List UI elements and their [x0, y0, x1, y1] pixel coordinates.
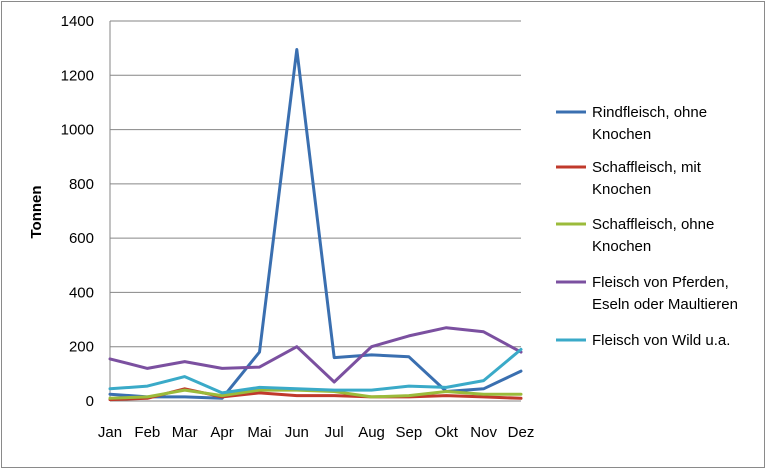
- legend-label: Schaffleisch, ohne Knochen: [592, 216, 714, 255]
- series-line-4: [108, 326, 523, 384]
- y-tick-label: 1000: [61, 122, 94, 139]
- series-line-1: [108, 48, 523, 400]
- x-tick-label: Mar: [172, 424, 198, 441]
- series-line-5: [108, 347, 523, 395]
- y-tick-label: 400: [69, 284, 94, 301]
- y-tick-label: 200: [69, 339, 94, 356]
- legend-item: Fleisch von Pferden, Eseln oder Maultiere…: [556, 274, 738, 313]
- x-tick-label: Feb: [134, 424, 160, 441]
- x-tick-label: Nov: [470, 424, 497, 441]
- legend: Rindfleisch, ohne Knochen Schaffleisch, mi…: [556, 104, 738, 349]
- grid-layer: [109, 20, 521, 402]
- legend-item: Fleisch von Wild u.a.: [556, 332, 730, 349]
- y-tick-labels: 0 200 400 600 800 1000 1200 1400: [61, 13, 94, 410]
- x-tick-label: Aug: [358, 424, 385, 441]
- legend-label: Schaffleisch, mit Knochen: [592, 159, 702, 198]
- x-tick-label: Jan: [98, 424, 122, 441]
- x-tick-label: Sep: [396, 424, 423, 441]
- x-tick-label: Dez: [508, 424, 535, 441]
- y-axis-label: Tonnen: [28, 185, 45, 238]
- legend-item: Rindfleisch, ohne Knochen: [556, 104, 707, 143]
- y-tick-label: 800: [69, 176, 94, 193]
- x-tick-labels: Jan Feb Mar Apr Mai Jun Jul Aug Sep Okt Nov Dez: [98, 424, 534, 441]
- y-tick-label: 600: [69, 230, 94, 247]
- x-tick-label: Okt: [435, 424, 459, 441]
- x-tick-label: Jun: [285, 424, 309, 441]
- y-tick-label: 0: [86, 393, 94, 410]
- series-layer: [108, 48, 523, 402]
- legend-label: Fleisch von Wild u.a.: [592, 332, 730, 349]
- x-tick-label: Apr: [210, 424, 233, 441]
- legend-item: Schaffleisch, mit Knochen: [556, 159, 702, 198]
- x-tick-label: Mai: [247, 424, 271, 441]
- legend-label: Rindfleisch, ohne Knochen: [592, 104, 707, 143]
- x-tick-label: Jul: [325, 424, 344, 441]
- legend-label: Fleisch von Pferden, Eseln oder Maultiere…: [592, 274, 738, 313]
- y-tick-label: 1400: [61, 13, 94, 30]
- legend-item: Schaffleisch, ohne Knochen: [556, 216, 714, 255]
- y-tick-label: 1200: [61, 67, 94, 84]
